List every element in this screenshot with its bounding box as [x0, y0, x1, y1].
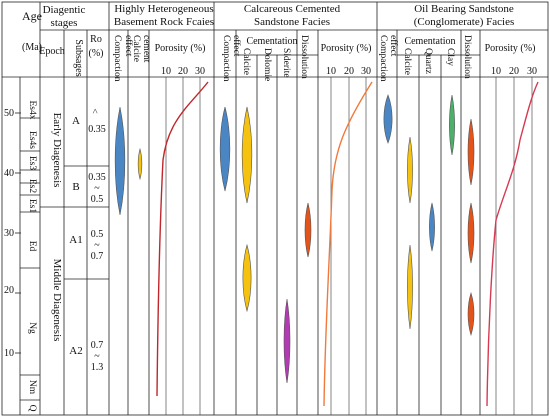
- age-tick-20: 20: [4, 285, 14, 296]
- f3-dissolution-bar-middle: [467, 202, 475, 264]
- facies2-siderite-label: Siderite: [281, 48, 291, 78]
- epoch-header: Epoch: [39, 46, 65, 57]
- epoch-ed: Ed: [27, 241, 37, 252]
- f2-calcite-bar-upper: [241, 106, 253, 204]
- diagenetic-header: Diagentic: [43, 4, 86, 16]
- f2-calcite-bar-lower: [242, 243, 252, 313]
- facies1-title-line2: Basement Rock Fcaies: [114, 16, 214, 28]
- f3-compaction-bar: [383, 94, 393, 144]
- epoch-ng: Ng: [27, 322, 37, 334]
- epoch-q: Q: [27, 405, 37, 412]
- epoch-es4s: Es4s: [27, 131, 37, 149]
- stages-header: stages: [51, 17, 78, 29]
- epoch-es1: Es1: [27, 199, 37, 214]
- porosity-curves: [156, 81, 539, 407]
- stage-early-diagenesis: Early Diagenesis: [51, 113, 63, 188]
- facies3-dissolution-label: Dissolution: [462, 35, 472, 79]
- facies3-tick-20: 20: [509, 66, 519, 77]
- f3-dissolution-bar-lower: [467, 292, 475, 336]
- facies3-title-line2: (Conglomerate) Facies: [414, 16, 515, 28]
- age-header: Age: [22, 9, 42, 23]
- facies1-compaction-label-2: effect: [123, 35, 134, 57]
- facies1-tick-20: 20: [178, 66, 188, 77]
- facies2-compaction-label-1: Compaction: [221, 35, 231, 82]
- ro-a2-low: 0.7: [91, 340, 104, 351]
- ro-b-high: 0.5: [91, 194, 104, 205]
- facies2-dissolution-label: Dissolution: [299, 35, 309, 79]
- facies3-clay-label: Clay: [445, 48, 455, 66]
- facies3-cementation-label: Cementation: [404, 36, 455, 47]
- stage-middle-diagenesis: Middle Diagenesis: [51, 259, 63, 342]
- f3-calcite-bar-lower: [407, 244, 413, 330]
- f2-porosity-curve: [323, 81, 373, 407]
- age-tick-50: 50: [4, 108, 14, 119]
- ro-a-value: 0.35: [88, 124, 106, 135]
- epoch-es2: Es2: [27, 179, 37, 194]
- facies1-cement-label-2: cement: [141, 35, 151, 63]
- ro-a-symbol: <: [89, 108, 99, 113]
- substage-a2: A2: [69, 345, 82, 357]
- facies3-tick-10: 10: [491, 66, 501, 77]
- ro-a2-sep: ~: [94, 351, 100, 362]
- facies2-title-line1: Calcareous Cemented: [244, 3, 341, 15]
- facies2-dolomie-label: Dolomie: [262, 48, 272, 81]
- facies1-compaction-label-1: Compaction: [112, 35, 122, 82]
- f1-compaction-bar: [114, 106, 126, 216]
- f1-calcite-cement-bar: [137, 147, 143, 181]
- facies2-tick-30: 30: [361, 66, 371, 77]
- ro-a1-high: 0.7: [91, 251, 104, 262]
- facies2-porosity-label: Porosity (%): [321, 43, 372, 54]
- age-tick-10: 10: [4, 348, 14, 359]
- facies3-porosity-label: Porosity (%): [485, 43, 536, 54]
- substages-header: Subsages: [73, 39, 84, 76]
- age-tick-40: 40: [4, 168, 14, 179]
- f3-clay-bar: [449, 94, 455, 156]
- facies1-title-line1: Highly Heterogeneous: [114, 3, 213, 15]
- age-unit: (Ma): [22, 42, 42, 53]
- facies1-porosity-label: Porosity (%): [155, 43, 206, 54]
- ro-b-low: 0.35: [88, 172, 106, 183]
- substage-a: A: [72, 115, 80, 127]
- facies1-tick-30: 30: [195, 66, 205, 77]
- f1-porosity-curve: [156, 81, 209, 397]
- f3-porosity-curve: [486, 81, 539, 407]
- facies3-compaction-label-1: Compaction: [378, 35, 388, 82]
- ro-unit: (%): [89, 48, 104, 59]
- ro-a2-high: 1.3: [91, 362, 104, 373]
- facies2-title-line2: Sandstone Facies: [254, 16, 330, 28]
- facies2-tick-20: 20: [344, 66, 354, 77]
- ro-a1-low: 0.5: [91, 229, 104, 240]
- facies1-tick-10: 10: [161, 66, 171, 77]
- substage-a1: A1: [69, 234, 82, 246]
- f3-dissolution-bar-upper: [467, 118, 475, 186]
- facies3-quartz-label: Quartz: [423, 48, 433, 74]
- diagenesis-bars: [114, 94, 475, 384]
- f2-compaction-bar: [219, 106, 231, 192]
- ro-header: Ro: [90, 34, 102, 45]
- facies1-cement-label-1: Calcite: [131, 35, 141, 62]
- epoch-es4x: Es4x: [27, 101, 37, 120]
- facies2-cementation-label: Cementation: [246, 36, 297, 47]
- facies3-title-line1: Oil Bearing Sandstone: [414, 3, 514, 15]
- f3-quartz-bar: [429, 202, 435, 252]
- epoch-es3: Es3: [27, 156, 37, 171]
- facies3-calcite-label: Calcite: [402, 48, 412, 75]
- age-tick-30: 30: [4, 228, 14, 239]
- f3-calcite-bar-upper: [407, 136, 413, 204]
- facies3-tick-30: 30: [527, 66, 537, 77]
- facies3-compaction-label-2: effect: [388, 35, 399, 57]
- facies2-tick-10: 10: [326, 66, 336, 77]
- f2-siderite-bar: [283, 298, 291, 384]
- facies2-compaction-label-2: effect: [231, 35, 242, 57]
- facies2-calcite-label: Calcite: [241, 48, 251, 75]
- ro-b-sep: ~: [94, 183, 100, 194]
- f2-dissolution-bar: [304, 202, 312, 258]
- substage-b: B: [72, 181, 79, 193]
- epoch-nm: Nm: [27, 380, 37, 395]
- ro-a1-sep: ~: [94, 240, 100, 251]
